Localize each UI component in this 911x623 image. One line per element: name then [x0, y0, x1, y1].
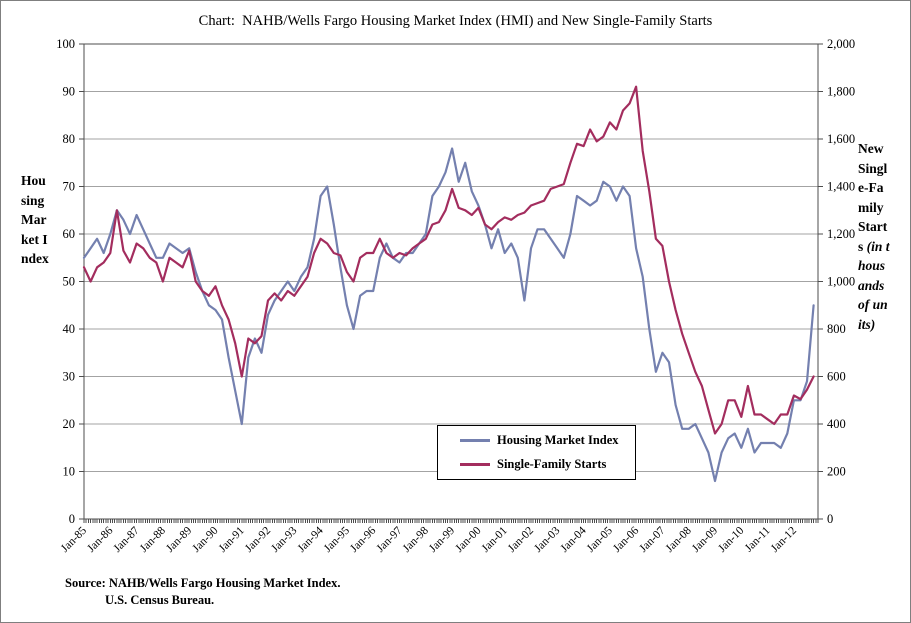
right-axis-units-label: (in thousands of units): [858, 238, 890, 332]
svg-text:Jan-88: Jan-88: [138, 524, 168, 554]
svg-text:Jan-86: Jan-86: [85, 524, 115, 554]
source-line-1: Source: NAHB/Wells Fargo Housing Market …: [65, 576, 341, 590]
svg-text:Jan-05: Jan-05: [585, 524, 615, 554]
svg-text:Jan-08: Jan-08: [664, 524, 694, 554]
legend-label-starts: Single-Family Starts: [497, 457, 607, 471]
source-note: Source: NAHB/Wells Fargo Housing Market …: [65, 575, 340, 609]
svg-text:100: 100: [56, 37, 75, 51]
svg-text:400: 400: [827, 417, 846, 431]
svg-text:1,600: 1,600: [827, 132, 855, 146]
svg-text:10: 10: [63, 465, 76, 479]
legend-item-hmi: Housing Market Index: [460, 433, 635, 448]
chart-title: Chart: NAHB/Wells Fargo Housing Market I…: [198, 13, 713, 29]
svg-text:Jan-94: Jan-94: [296, 524, 326, 554]
svg-text:Jan-89: Jan-89: [164, 524, 194, 554]
svg-text:Jan-90: Jan-90: [190, 524, 220, 554]
svg-text:70: 70: [63, 180, 76, 194]
svg-text:80: 80: [63, 132, 76, 146]
svg-text:2,000: 2,000: [827, 37, 855, 51]
svg-text:Jan-11: Jan-11: [743, 524, 773, 554]
svg-text:50: 50: [63, 275, 76, 289]
svg-text:Jan-03: Jan-03: [532, 524, 562, 554]
svg-text:1,000: 1,000: [827, 275, 855, 289]
svg-text:Jan-95: Jan-95: [322, 524, 352, 554]
starts-line-swatch: [460, 463, 490, 466]
svg-text:Jan-01: Jan-01: [480, 524, 510, 554]
chart-legend: Housing Market Index Single-Family Start…: [437, 425, 636, 480]
legend-item-starts: Single-Family Starts: [460, 457, 635, 472]
svg-text:Jan-00: Jan-00: [453, 524, 483, 554]
svg-text:Jan-85: Jan-85: [59, 524, 89, 554]
svg-text:Jan-99: Jan-99: [427, 524, 457, 554]
svg-text:Jan-93: Jan-93: [269, 524, 299, 554]
svg-text:Jan-12: Jan-12: [769, 524, 799, 554]
svg-text:30: 30: [63, 370, 76, 384]
svg-text:Jan-87: Jan-87: [112, 524, 142, 554]
svg-text:40: 40: [63, 322, 76, 336]
svg-text:0: 0: [827, 512, 833, 526]
svg-text:20: 20: [63, 417, 76, 431]
svg-text:800: 800: [827, 322, 846, 336]
hmi-line-swatch: [460, 439, 490, 442]
svg-text:Jan-97: Jan-97: [374, 524, 404, 554]
legend-label-hmi: Housing Market Index: [497, 433, 619, 447]
right-axis-title: New Single-Family Starts (in thousands o…: [858, 139, 890, 334]
svg-text:1,800: 1,800: [827, 85, 855, 99]
svg-text:Jan-06: Jan-06: [611, 524, 641, 554]
svg-text:1,400: 1,400: [827, 180, 855, 194]
svg-text:Jan-02: Jan-02: [506, 524, 536, 554]
svg-text:Jan-98: Jan-98: [401, 524, 431, 554]
svg-text:Jan-96: Jan-96: [348, 524, 378, 554]
svg-text:Jan-04: Jan-04: [559, 524, 589, 554]
svg-text:60: 60: [63, 227, 76, 241]
svg-text:Jan-07: Jan-07: [637, 524, 667, 554]
svg-text:200: 200: [827, 465, 846, 479]
svg-text:600: 600: [827, 370, 846, 384]
source-line-2: U.S. Census Bureau.: [105, 593, 215, 607]
svg-text:Jan-92: Jan-92: [243, 524, 273, 554]
svg-text:Jan-10: Jan-10: [716, 524, 746, 554]
svg-text:Jan-09: Jan-09: [690, 524, 720, 554]
svg-text:1,200: 1,200: [827, 227, 855, 241]
svg-text:Jan-91: Jan-91: [217, 524, 247, 554]
svg-text:90: 90: [63, 85, 76, 99]
left-axis-title: Housing Market Index: [21, 173, 49, 266]
right-axis-title-text: New Single-Family Starts: [858, 141, 888, 254]
svg-text:0: 0: [69, 512, 75, 526]
